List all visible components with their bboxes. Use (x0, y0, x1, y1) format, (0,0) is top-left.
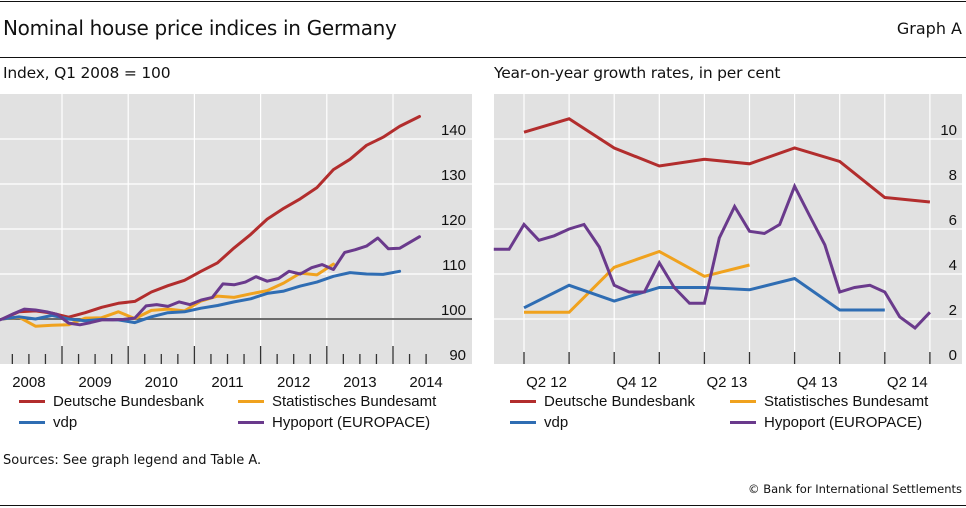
left-chart-subtitle: Index, Q1 2008 = 100 (3, 64, 171, 82)
series-line (0, 269, 402, 325)
x-tick-label: 2012 (277, 374, 310, 391)
right-chart: 0 2 4 6 8 10 Q2 12 Q4 12 Q2 13 Q4 13 Q2 14 (493, 94, 962, 391)
right-legend-item-statistisches: Statistisches Bundesamt (730, 393, 928, 410)
x-tick-label: Q2 12 (526, 374, 567, 391)
legend-label: Hypoport (EUROPACE) (764, 414, 923, 431)
series-line (523, 117, 931, 204)
x-tick-label: Q2 14 (887, 374, 928, 391)
y-tick-label: 120 (441, 212, 466, 229)
left-chart: 90 100 110 120 130 140 2008 2009 2010 2011 2012 201… (0, 94, 472, 391)
y-tick-label: 10 (940, 122, 957, 139)
y-tick-label: 100 (441, 302, 466, 319)
right-legend-item-hypoport: Hypoport (EUROPACE) (730, 414, 922, 431)
y-tick-label: 0 (949, 347, 957, 364)
series-line (0, 115, 421, 321)
sources-note: Sources: See graph legend and Table A. (3, 453, 262, 468)
series-line (523, 276, 885, 312)
right-legend-item-bundesbank: Deutsche Bundesbank (510, 393, 695, 410)
x-tick-label: 2009 (78, 374, 111, 391)
y-tick-label: 8 (949, 167, 957, 184)
left-legend-item-statistisches: Statistisches Bundesamt (238, 393, 436, 410)
y-tick-label: 140 (441, 122, 466, 139)
y-tick-label: 4 (949, 257, 957, 274)
legend-label: vdp (544, 414, 569, 431)
x-tick-label: 2011 (211, 374, 243, 391)
legend-label: vdp (53, 414, 78, 431)
y-tick-label: 90 (449, 347, 466, 364)
legend-swatch (510, 400, 536, 403)
graph-label: Graph A (896, 19, 962, 38)
x-tick-label: Q2 13 (707, 374, 748, 391)
series-line (0, 262, 335, 328)
legend-label: Statistisches Bundesamt (272, 393, 437, 410)
x-tick-label: 2010 (145, 374, 178, 391)
legend-swatch (730, 400, 756, 403)
bottom-rule (0, 505, 966, 506)
header-rule (0, 57, 966, 58)
legend-label: Deutsche Bundesbank (53, 393, 204, 410)
x-tick-label: 2014 (409, 374, 442, 391)
page-title: Nominal house price indices in Germany (3, 16, 397, 40)
y-tick-label: 6 (949, 212, 957, 229)
x-tick-label: Q4 12 (616, 374, 657, 391)
x-tick-label: Q4 13 (797, 374, 838, 391)
right-chart-subtitle: Year-on-year growth rates, in per cent (494, 64, 781, 82)
x-tick-label: 2008 (12, 374, 45, 391)
y-tick-label: 130 (441, 167, 466, 184)
y-tick-label: 2 (949, 302, 957, 319)
top-rule (0, 1, 966, 2)
legend-label: Hypoport (EUROPACE) (272, 414, 431, 431)
legend-swatch (19, 400, 45, 403)
legend-swatch (238, 421, 264, 424)
series-line (0, 235, 421, 327)
copyright-note: © Bank for International Settlements (748, 482, 962, 496)
right-legend-item-vdp: vdp (510, 414, 568, 431)
legend-label: Deutsche Bundesbank (544, 393, 695, 410)
left-legend-item-hypoport: Hypoport (EUROPACE) (238, 414, 430, 431)
left-legend-item-bundesbank: Deutsche Bundesbank (19, 393, 204, 410)
legend-swatch (510, 421, 536, 424)
legend-swatch (19, 421, 45, 424)
legend-swatch (730, 421, 756, 424)
legend-swatch (238, 400, 264, 403)
legend-label: Statistisches Bundesamt (764, 393, 929, 410)
x-tick-label: 2013 (343, 374, 376, 391)
y-tick-label: 110 (442, 257, 466, 274)
series-line (493, 182, 931, 330)
left-legend-item-vdp: vdp (19, 414, 77, 431)
